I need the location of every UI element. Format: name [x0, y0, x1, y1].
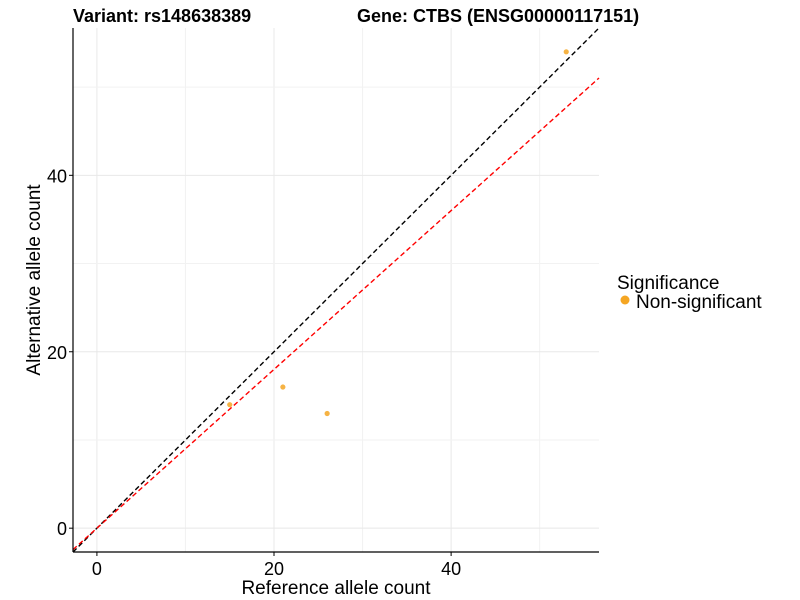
chart-title-gene: Gene: CTBS (ENSG00000117151): [357, 6, 639, 26]
x-tick-label: 0: [92, 559, 102, 579]
y-tick-label: 40: [47, 166, 67, 186]
grid-lines: [73, 28, 599, 552]
y-tick-label: 0: [57, 519, 67, 539]
data-points: [227, 49, 569, 417]
x-axis-label: Reference allele count: [241, 578, 431, 599]
fit-reference-line: [72, 77, 600, 551]
y-axis-label: Alternative allele count: [24, 184, 45, 376]
legend: Significance Non-significant: [617, 273, 762, 313]
reference-lines: [72, 27, 600, 553]
data-point: [280, 384, 286, 390]
identity-reference-line: [72, 27, 600, 553]
data-point: [324, 410, 330, 417]
legend-title: Significance: [617, 273, 719, 294]
legend-entry-label: Non-significant: [636, 292, 762, 313]
y-tick-labels: 0 20 40: [47, 166, 73, 539]
x-tick-label: 40: [441, 559, 461, 579]
legend-marker: [620, 295, 630, 305]
x-tick-labels: 0 20 40: [92, 552, 461, 579]
y-tick-label: 20: [47, 343, 67, 363]
chart-title-variant: Variant: rs148638389: [73, 6, 251, 26]
data-point: [227, 402, 233, 408]
data-point: [563, 49, 569, 55]
x-tick-label: 20: [264, 559, 284, 579]
